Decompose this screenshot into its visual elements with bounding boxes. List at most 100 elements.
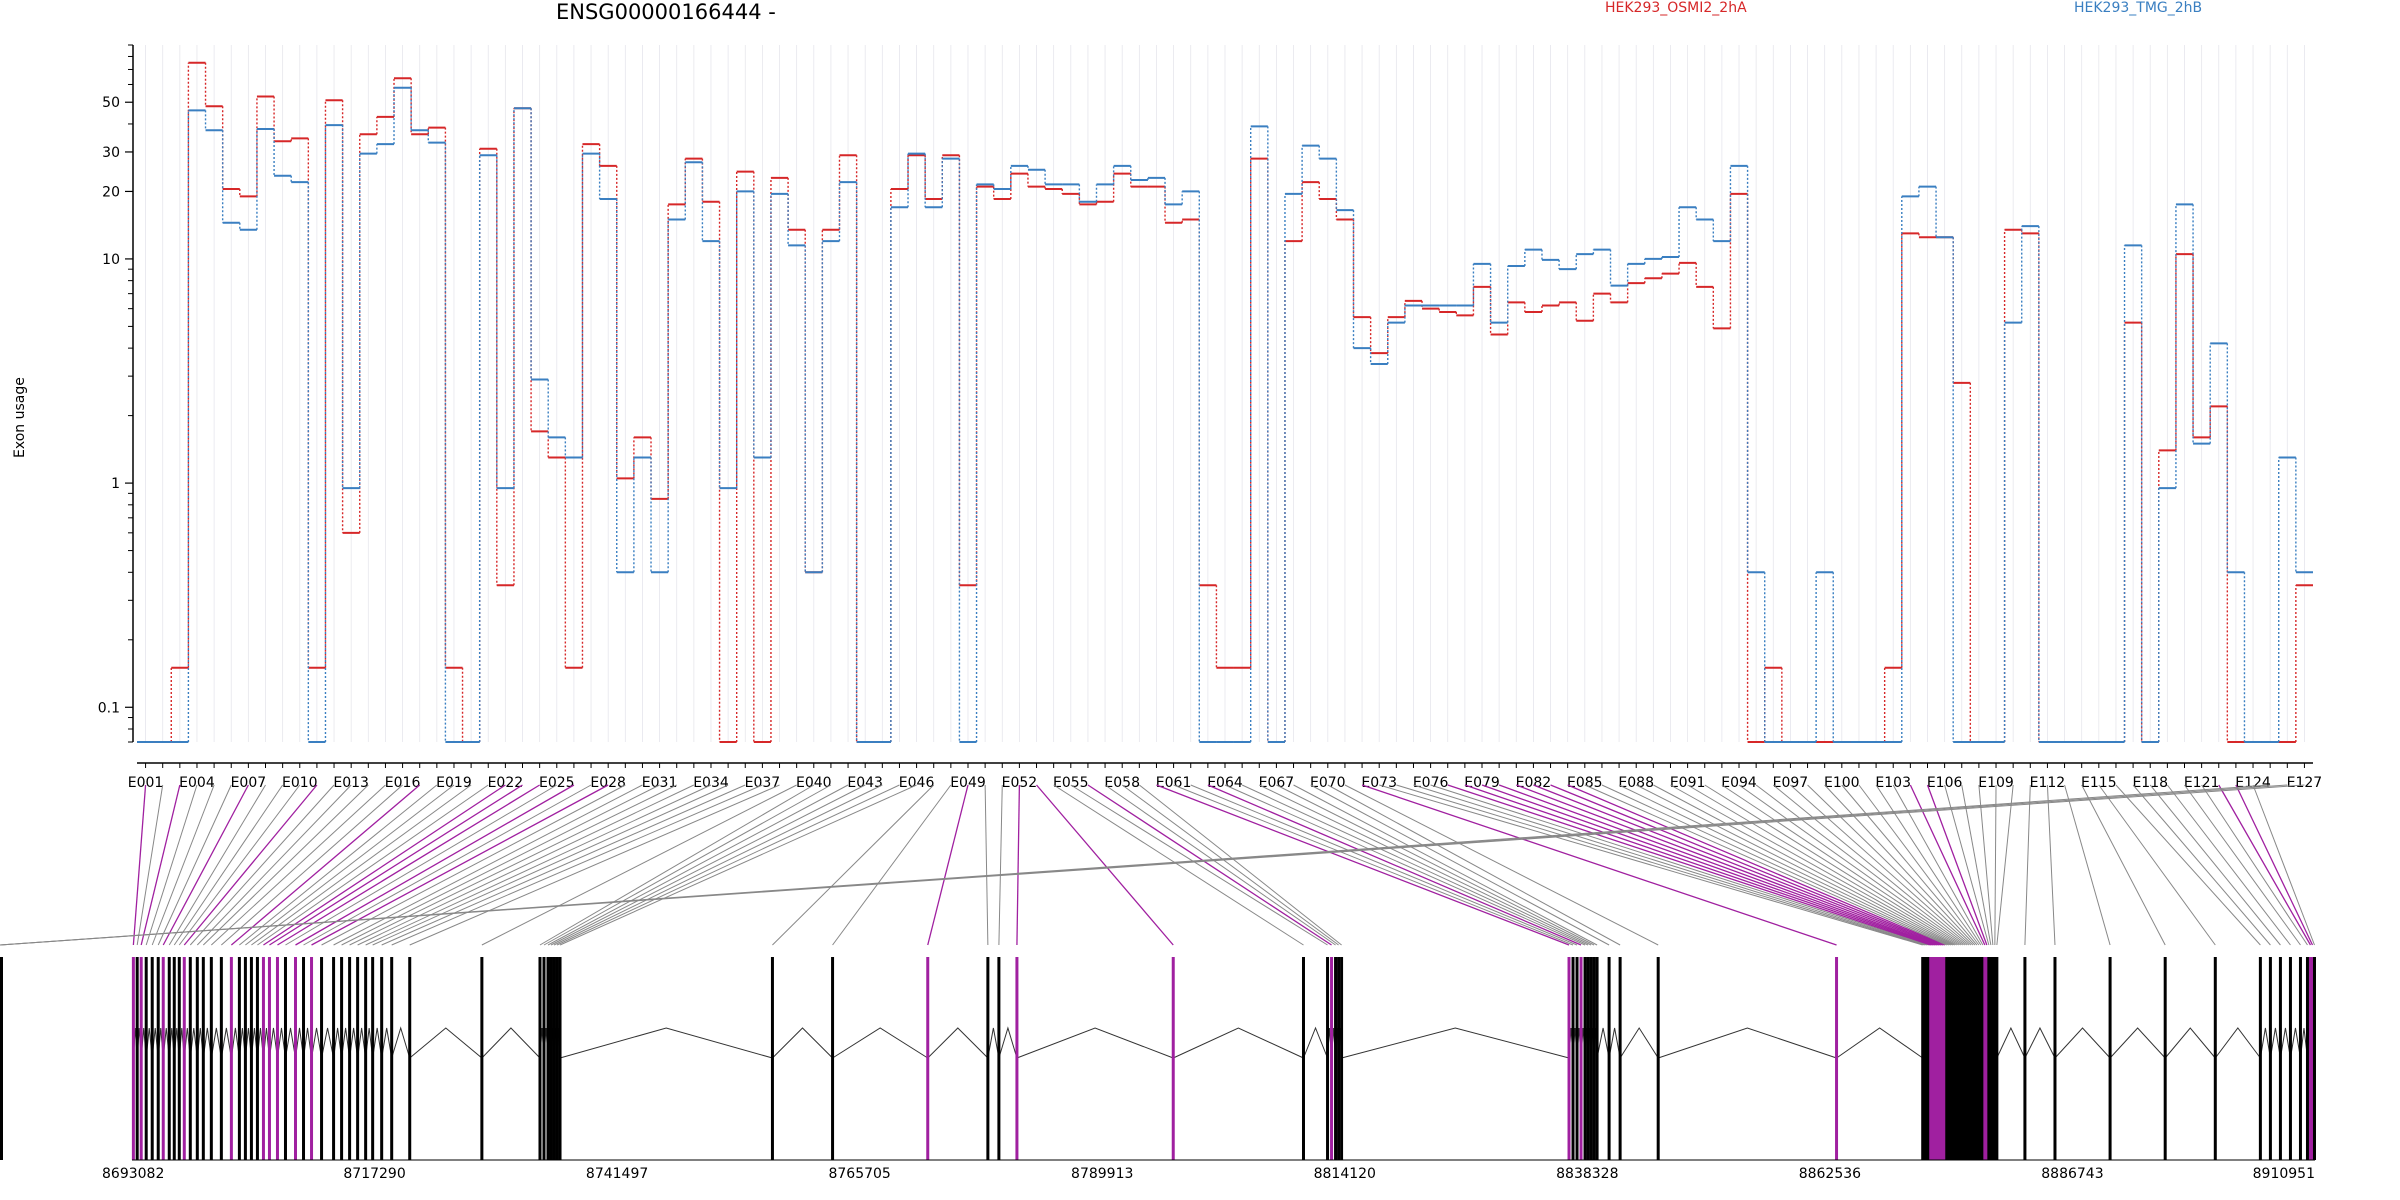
exon-connector — [2115, 784, 2261, 946]
exon-block — [558, 957, 562, 1160]
exon-connector — [1807, 784, 1974, 946]
exon-connector — [1481, 784, 1935, 946]
exon-connector — [2201, 784, 2308, 946]
exon-connector — [210, 784, 386, 946]
exon-block — [831, 957, 835, 1160]
exon-connector — [341, 784, 660, 946]
exon-tick-label: E040 — [796, 775, 832, 791]
exon-connector — [1841, 784, 1978, 946]
exon-block — [1983, 957, 1987, 1160]
exon-connector — [136, 784, 164, 946]
exon-block — [1337, 957, 1341, 1160]
exon-block — [0, 957, 3, 1160]
exon-connector — [1379, 784, 1923, 946]
exon-connector — [245, 784, 455, 946]
exon-block — [332, 957, 336, 1160]
exon-tick-label: E049 — [950, 775, 986, 791]
genomic-tick-label: 8741497 — [586, 1166, 648, 1182]
exon-connector — [1653, 784, 1956, 946]
intron-line — [2164, 1027, 2216, 1059]
exon-connector — [1361, 784, 1837, 946]
exon-connector — [202, 784, 369, 946]
exon-tick-label: E073 — [1361, 775, 1397, 791]
exon-tick-label: E100 — [1824, 775, 1860, 791]
exon-block — [1949, 957, 1953, 1160]
intron-line — [1303, 1026, 1329, 1059]
exon-block — [364, 957, 368, 1160]
exon-block — [131, 957, 135, 1160]
intron-line — [1341, 1027, 1570, 1059]
intron-line — [284, 1027, 296, 1059]
exon-connector — [1259, 784, 1592, 946]
exon-connector — [832, 784, 952, 946]
intron-line — [2269, 1027, 2281, 1059]
exon-block — [1985, 957, 1989, 1160]
exon-block — [275, 957, 279, 1160]
exon-connector — [927, 784, 969, 946]
exon-connector — [1344, 784, 1659, 946]
exon-connector — [1516, 784, 1939, 946]
exon-block — [294, 957, 298, 1160]
exon-connector — [1327, 784, 1621, 946]
exon-block — [1929, 957, 1933, 1160]
exon-block — [310, 957, 314, 1160]
exon-block — [2278, 957, 2282, 1160]
exon-connector — [140, 784, 181, 946]
exon-block — [2312, 957, 2316, 1160]
intron-line — [1658, 1027, 1837, 1059]
exon-block — [1171, 957, 1175, 1160]
exon-tick-label: E016 — [385, 775, 421, 791]
exon-connector — [1721, 784, 1964, 946]
exon-block — [1951, 957, 1955, 1160]
genomic-tick-label: 8862536 — [1799, 1166, 1861, 1182]
intron-line — [321, 1027, 335, 1059]
exon-block — [390, 957, 394, 1160]
exon-block — [167, 957, 171, 1160]
exon-connector — [998, 784, 1003, 946]
exon-tick-label: E031 — [642, 775, 678, 791]
exon-connector — [1241, 784, 1589, 946]
exon-tick-label: E019 — [436, 775, 472, 791]
exon-block — [1330, 957, 1334, 1160]
exon-connector — [173, 784, 284, 946]
exon-block — [549, 957, 553, 1160]
exon-connector — [1567, 784, 1946, 946]
exon-block — [2108, 957, 2112, 1160]
exon-tick-label: E103 — [1875, 775, 1911, 791]
y-tick-label: 50 — [102, 95, 120, 111]
intron-line — [1619, 1027, 1659, 1059]
exon-connector — [2024, 784, 2031, 946]
exon-block — [2308, 957, 2312, 1160]
genomic-tick-label: 8814120 — [1314, 1166, 1376, 1182]
exon-connector — [1087, 784, 1332, 946]
exon-connector — [1156, 784, 1570, 946]
exon-connector — [2218, 784, 2312, 946]
exon-block — [997, 957, 1001, 1160]
exon-connector — [257, 784, 489, 946]
exon-block — [1967, 957, 1971, 1160]
exon-tick-label: E070 — [1310, 775, 1346, 791]
exon-block — [1583, 957, 1587, 1160]
legend-series-tmg: HEK293_TMG_2hB — [2074, 0, 2203, 16]
exon-tick-label: E106 — [1927, 775, 1963, 791]
exon-tick-label: E085 — [1567, 775, 1603, 791]
exon-tick-label: E091 — [1670, 775, 1706, 791]
exon-block — [1340, 957, 1344, 1160]
exon-connector — [189, 784, 335, 946]
exon-connector — [157, 784, 232, 946]
exon-connector — [539, 784, 815, 946]
exon-connector — [168, 784, 266, 946]
exon-block — [1981, 957, 1985, 1160]
exon-block — [2268, 957, 2272, 1160]
intron-line — [381, 1027, 393, 1059]
exon-connector — [2046, 784, 2056, 946]
exon-connector — [269, 784, 523, 946]
intron-line — [559, 1027, 773, 1059]
exon-connector — [559, 784, 917, 946]
y-tick-label: 30 — [102, 145, 120, 161]
exon-block — [1567, 957, 1571, 1160]
exon-block — [1579, 957, 1583, 1160]
exon-block — [188, 957, 192, 1160]
exon-block — [283, 957, 287, 1160]
exon-tick-label: E004 — [179, 775, 215, 791]
